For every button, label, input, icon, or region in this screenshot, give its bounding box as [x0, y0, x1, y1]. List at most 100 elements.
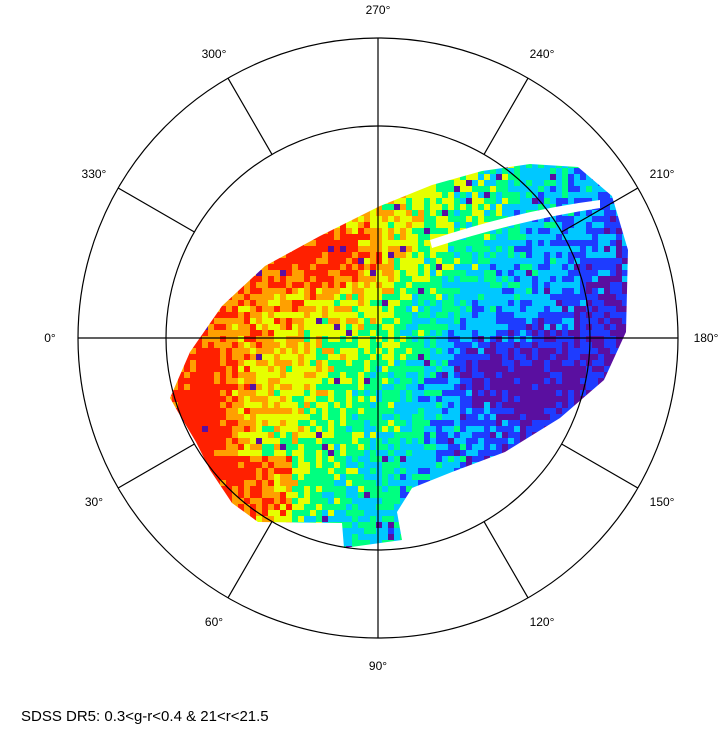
density-cell — [220, 270, 226, 276]
density-cell — [388, 516, 394, 522]
density-cell — [292, 336, 298, 342]
density-cell — [394, 378, 400, 384]
density-cell — [418, 246, 424, 252]
density-cell — [436, 318, 442, 324]
density-cell — [586, 324, 592, 330]
density-cell — [352, 282, 358, 288]
density-cell — [532, 468, 538, 474]
density-cell — [538, 294, 544, 300]
density-cell — [178, 216, 184, 222]
density-cell — [472, 468, 478, 474]
density-cell — [316, 390, 322, 396]
density-cell — [184, 348, 190, 354]
density-cell — [328, 306, 334, 312]
density-cell — [502, 438, 508, 444]
density-cell — [556, 324, 562, 330]
density-cell — [448, 426, 454, 432]
density-cell — [376, 504, 382, 510]
density-cell — [322, 378, 328, 384]
density-cell — [280, 354, 286, 360]
density-cell — [208, 174, 214, 180]
density-cell — [442, 432, 448, 438]
density-cell — [556, 336, 562, 342]
density-cell — [550, 198, 556, 204]
density-cell — [178, 462, 184, 468]
density-cell — [616, 228, 622, 234]
density-cell — [196, 480, 202, 486]
density-cell — [172, 164, 178, 168]
density-cell — [592, 456, 598, 462]
density-cell — [184, 318, 190, 324]
density-cell — [412, 300, 418, 306]
density-cell — [370, 330, 376, 336]
density-cell — [544, 516, 550, 522]
density-cell — [190, 240, 196, 246]
density-cell — [610, 318, 616, 324]
density-cell — [298, 168, 304, 174]
density-cell — [508, 426, 514, 432]
density-cell — [478, 468, 484, 474]
density-cell — [460, 246, 466, 252]
density-cell — [358, 474, 364, 480]
density-cell — [232, 438, 238, 444]
density-cell — [484, 312, 490, 318]
density-cell — [370, 318, 376, 324]
density-cell — [184, 486, 190, 492]
density-cell — [170, 402, 172, 408]
density-cell — [394, 258, 400, 264]
density-cell — [472, 318, 478, 324]
density-cell — [526, 378, 532, 384]
density-cell — [400, 264, 406, 270]
density-cell — [238, 234, 244, 240]
density-cell — [364, 522, 370, 528]
density-cell — [406, 474, 412, 480]
density-cell — [268, 372, 274, 378]
density-cell — [256, 312, 262, 318]
density-cell — [160, 492, 166, 498]
density-cell — [424, 186, 430, 192]
density-cell — [424, 156, 430, 162]
density-cell — [364, 282, 370, 288]
density-cell — [178, 288, 184, 294]
density-cell — [424, 288, 430, 294]
density-cell — [244, 486, 250, 492]
density-cell — [472, 276, 478, 282]
density-cell — [202, 180, 208, 186]
density-cell — [226, 516, 232, 522]
density-cell — [286, 408, 292, 414]
density-cell — [484, 330, 490, 336]
density-cell — [298, 186, 304, 192]
density-cell — [388, 474, 394, 480]
density-cell — [184, 456, 190, 462]
density-cell — [334, 216, 340, 222]
density-cell — [244, 378, 250, 384]
density-cell — [568, 492, 574, 498]
density-cell — [322, 150, 328, 156]
density-cell — [208, 504, 214, 510]
density-cell — [514, 474, 520, 480]
density-cell — [484, 360, 490, 366]
density-cell — [316, 498, 322, 504]
density-cell — [238, 474, 244, 480]
density-cell — [514, 516, 520, 522]
density-cell — [250, 312, 256, 318]
density-cell — [160, 396, 166, 402]
density-cell — [346, 516, 352, 522]
density-cell — [430, 204, 436, 210]
density-cell — [526, 516, 532, 522]
density-cell — [226, 498, 232, 504]
density-cell — [244, 366, 250, 372]
density-cell — [418, 366, 424, 372]
density-cell — [502, 150, 508, 156]
density-cell — [262, 186, 268, 192]
density-cell — [604, 444, 610, 450]
density-cell — [424, 450, 430, 456]
density-cell — [574, 378, 580, 384]
density-cell — [448, 216, 454, 222]
density-cell — [562, 252, 568, 258]
density-cell — [346, 276, 352, 282]
density-cell — [556, 252, 562, 258]
density-cell — [352, 222, 358, 228]
density-cell — [358, 240, 364, 246]
density-cell — [508, 198, 514, 204]
